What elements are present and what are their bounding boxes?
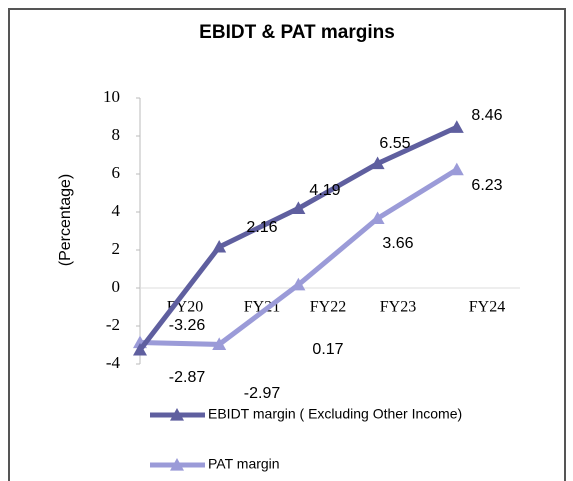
point-marker [370, 156, 385, 170]
data-label: -3.26 [169, 317, 206, 334]
y-tick-label: -4 [106, 353, 121, 372]
x-tick-label: FY24 [469, 299, 505, 316]
data-label: 6.23 [471, 177, 502, 194]
point-marker [449, 120, 464, 133]
data-label: 2.16 [246, 219, 277, 236]
y-tick-label: 6 [112, 163, 121, 182]
point-marker [291, 201, 306, 214]
data-label: 3.66 [382, 235, 413, 252]
data-label: 8.46 [471, 107, 502, 124]
data-label: 4.19 [309, 182, 340, 199]
legend-marker [170, 458, 184, 471]
point-marker [212, 337, 227, 351]
y-tick-label: -2 [106, 315, 120, 334]
legend-label: PAT margin [208, 456, 280, 472]
y-tick-label: 10 [103, 87, 120, 106]
chart-frame [8, 8, 566, 481]
data-label: -2.87 [169, 369, 206, 386]
x-tick-label: FY23 [380, 299, 416, 316]
y-tick-label: 4 [112, 201, 121, 220]
y-tick-label: 2 [112, 239, 121, 258]
x-tick-label: FY22 [310, 299, 346, 316]
point-marker [291, 277, 306, 291]
data-label: 0.17 [312, 341, 343, 358]
point-marker [133, 342, 147, 356]
legend-marker [170, 408, 184, 421]
chart-title: EBIDT & PAT margins [199, 22, 395, 43]
point-marker [449, 162, 464, 176]
data-label: 6.55 [379, 135, 410, 152]
data-label: -2.97 [244, 385, 281, 402]
y-axis-title: (Percentage) [57, 174, 74, 267]
y-tick-label: 8 [112, 125, 121, 144]
point-marker [370, 211, 385, 225]
legend-label: EBIDT margin ( Excluding Other Income) [208, 406, 462, 422]
y-tick-label: 0 [112, 277, 121, 296]
point-marker [212, 239, 227, 253]
